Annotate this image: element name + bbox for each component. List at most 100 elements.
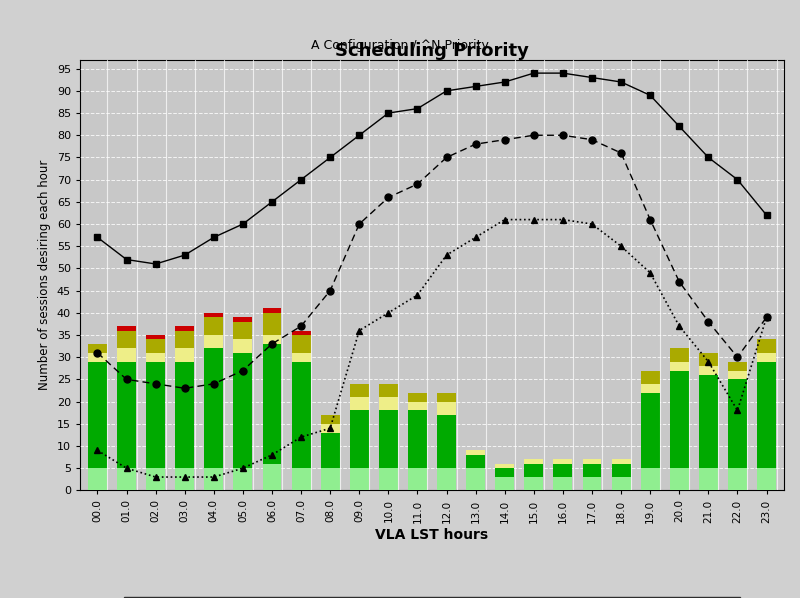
Bar [641,384,660,393]
Bar [757,468,776,490]
Bar [554,459,572,463]
Text: A Configuration / ^N Priority: A Configuration / ^N Priority [311,39,489,52]
Bar [350,384,369,397]
Bar [408,393,427,402]
Bar [146,335,165,340]
Bar [175,331,194,348]
Bar [234,340,252,353]
Bar [466,455,485,468]
Bar [757,340,776,353]
Bar [437,468,456,490]
Bar [757,353,776,362]
Bar [146,340,165,353]
Bar [524,459,543,463]
Bar [350,468,369,490]
Bar [554,463,572,477]
Bar [88,353,107,362]
Bar [262,344,282,463]
Bar [612,463,630,477]
Bar [117,348,136,362]
Bar [262,309,282,313]
Bar [292,353,310,362]
Bar [408,468,427,490]
Bar [262,463,282,490]
Bar [379,410,398,468]
Bar [699,375,718,468]
Bar [466,468,485,490]
Bar [728,468,747,490]
Bar [437,402,456,415]
Bar [262,313,282,335]
Bar [146,468,165,490]
Bar [234,322,252,340]
Bar [495,463,514,468]
Bar [146,362,165,468]
Bar [88,344,107,353]
Bar [641,468,660,490]
Bar [321,415,340,424]
Bar [350,397,369,410]
Bar [728,379,747,468]
Bar [204,318,223,335]
Bar [437,393,456,402]
Bar [524,463,543,477]
Bar [670,362,689,371]
Bar [117,326,136,331]
Bar [699,366,718,375]
Bar [292,335,310,353]
Bar [379,468,398,490]
Bar [262,335,282,344]
Bar [292,468,310,490]
Bar [379,384,398,397]
Bar [437,415,456,468]
Bar [757,362,776,468]
X-axis label: VLA LST hours: VLA LST hours [375,528,489,542]
Bar [728,371,747,379]
Bar [117,362,136,468]
Bar [699,353,718,366]
Bar [495,477,514,490]
Bar [612,459,630,463]
Bar [495,468,514,477]
Bar [641,393,660,468]
Bar [146,353,165,362]
Bar [204,348,223,468]
Legend: A (HF), A, B (HF), B, C (HF), C, N (HF), N, Availability, Availability (K), Avai: A (HF), A, B (HF), B, C (HF), C, N (HF),… [123,597,741,598]
Bar [670,468,689,490]
Bar [234,353,252,468]
Bar [175,348,194,362]
Bar [408,402,427,410]
Bar [582,459,602,463]
Bar [670,371,689,468]
Bar [582,477,602,490]
Bar [728,362,747,371]
Bar [321,424,340,433]
Bar [175,326,194,331]
Bar [234,318,252,322]
Bar [524,477,543,490]
Bar [641,371,660,384]
Bar [466,450,485,455]
Bar [204,313,223,318]
Bar [292,362,310,468]
Bar [117,331,136,348]
Bar [554,477,572,490]
Bar [88,468,107,490]
Bar [670,348,689,362]
Bar [175,362,194,468]
Bar [321,433,340,468]
Bar [88,362,107,468]
Bar [204,335,223,348]
Bar [175,468,194,490]
Bar [234,468,252,490]
Bar [582,463,602,477]
Bar [204,468,223,490]
Bar [117,468,136,490]
Bar [350,410,369,468]
Bar [321,468,340,490]
Bar [408,410,427,468]
Bar [292,331,310,335]
Bar [699,468,718,490]
Title: Scheduling Priority: Scheduling Priority [335,42,529,60]
Y-axis label: Number of sessions desiring each hour: Number of sessions desiring each hour [38,160,51,390]
